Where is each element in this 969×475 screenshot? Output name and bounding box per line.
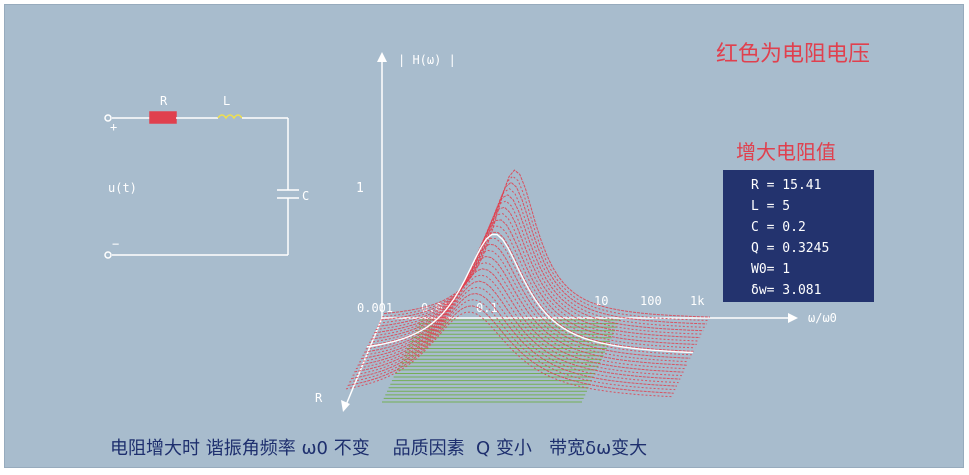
x-tick-0001: 0.001 — [357, 301, 393, 315]
plus-sign: + — [110, 120, 117, 134]
capacitor-label: C — [302, 189, 309, 203]
source-label: u(t) — [108, 181, 137, 195]
response-curve — [382, 175, 709, 321]
response-curve — [365, 237, 692, 356]
response-curve — [380, 181, 707, 325]
plot-axes — [341, 52, 798, 412]
inductor-label: L — [223, 94, 230, 108]
resistor-label: R — [160, 94, 168, 108]
param-c: C = 0.2 — [751, 220, 806, 235]
resistor-symbol — [149, 111, 177, 124]
terminal-bottom — [104, 251, 112, 259]
param-r: R = 15.41 — [751, 178, 822, 193]
response-curve — [375, 200, 702, 335]
response-curve — [362, 249, 689, 363]
param-dw: δw= 3.081 — [751, 283, 822, 298]
response-curve — [364, 243, 691, 359]
response-curve — [359, 262, 686, 370]
response-curve — [374, 206, 701, 339]
response-curve — [377, 194, 704, 332]
response-curve — [354, 280, 681, 380]
depth-axis-arrow — [341, 400, 350, 412]
x-axis-label: ω/ω0 — [808, 311, 837, 325]
param-w0: W0= 1 — [751, 262, 791, 277]
response-curve — [383, 169, 711, 318]
x-tick-100: 100 — [640, 294, 662, 308]
x-tick-1k: 1k — [690, 294, 705, 308]
y-tick-1: 1 — [356, 181, 364, 196]
depth-axis-label: R — [315, 391, 323, 405]
terminal-top — [104, 114, 112, 122]
x-axis-arrow — [788, 313, 798, 323]
chart-subtitle: 增大电阻值 — [736, 140, 836, 164]
frequency-response-surface — [345, 169, 711, 403]
response-curve — [347, 305, 674, 394]
response-curve — [352, 286, 679, 384]
param-q: Q = 0.3245 — [751, 241, 830, 256]
param-l: L = 5 — [751, 199, 791, 214]
response-curve — [370, 219, 697, 345]
minus-sign: − — [112, 237, 119, 251]
response-curve — [360, 255, 687, 366]
response-curve — [357, 268, 684, 373]
rlc-circuit — [104, 111, 299, 259]
chart-title: 红色为电阻电压 — [716, 42, 871, 67]
response-curve — [378, 187, 706, 328]
response-curve — [350, 292, 678, 387]
response-curve — [369, 225, 696, 349]
parameter-panel: R = 15.41 L = 5 C = 0.2 Q = 0.3245 W0= 1… — [723, 170, 874, 302]
x-tick-10: 10 — [594, 294, 608, 308]
current-response-curve — [366, 233, 693, 354]
response-curve — [372, 213, 699, 342]
response-curve — [345, 311, 673, 398]
y-axis-arrow — [377, 52, 387, 62]
response-curve — [355, 274, 682, 377]
y-axis-label: | H(ω) | — [398, 53, 456, 67]
inductor-symbol — [217, 114, 243, 120]
caption-text: 电阻增大时 谐振角频率 ω0 不变 品质因素 Q 变小 带宽δω变大 — [110, 438, 648, 459]
response-curve — [349, 299, 676, 391]
